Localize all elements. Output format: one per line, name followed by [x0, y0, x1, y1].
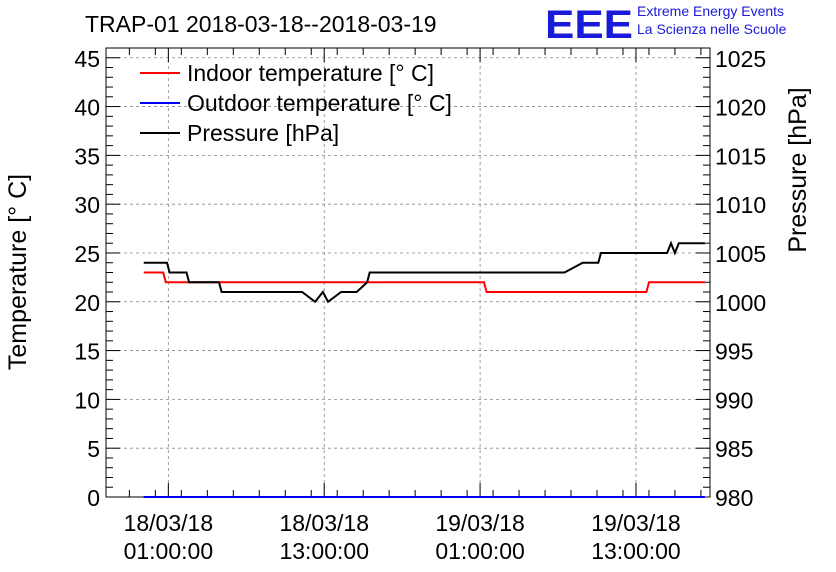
y2-tick-label: 1020 — [715, 95, 766, 121]
y-tick-label: 35 — [74, 143, 100, 169]
y-tick-label: 5 — [87, 436, 100, 462]
y2-tick-label: 1015 — [715, 143, 766, 169]
y-tick-label: 25 — [74, 241, 100, 267]
y2-tick-label: 995 — [715, 339, 753, 365]
legend-label: Indoor temperature [° C] — [187, 60, 434, 86]
eee-logo-letters: EEE — [545, 3, 633, 42]
y-tick-label: 45 — [74, 46, 100, 72]
logo-caption: Extreme Energy Events La Scienza nelle S… — [637, 2, 786, 38]
logo-line-1: Extreme Energy Events — [637, 3, 785, 19]
series-line-0 — [143, 271, 705, 293]
legend-label: Pressure [hPa] — [187, 120, 339, 146]
y-axis-label: Temperature [° C] — [4, 174, 32, 370]
x-tick-label-time: 01:00:00 — [124, 538, 214, 564]
y-tick-label: 15 — [74, 339, 100, 365]
series-lines — [143, 240, 705, 498]
y-tick-label: 30 — [74, 192, 100, 218]
x-tick-label-date: 19/03/18 — [435, 510, 525, 536]
y2-tick-label: 1025 — [715, 46, 766, 72]
y2-tick-label: 1010 — [715, 192, 766, 218]
grid-horizontal — [106, 57, 710, 449]
axis-ticks — [106, 48, 710, 498]
x-tick-label-time: 13:00:00 — [591, 538, 681, 564]
x-tick-label-date: 19/03/18 — [591, 510, 681, 536]
y-tick-label: 40 — [74, 95, 100, 121]
legend: Indoor temperature [° C] Outdoor temperat… — [140, 60, 452, 146]
x-tick-label-date: 18/03/18 — [124, 510, 214, 536]
x-tick-label-date: 18/03/18 — [279, 510, 369, 536]
x-tick-label-time: 13:00:00 — [279, 538, 369, 564]
x-tick-label-time: 01:00:00 — [435, 538, 525, 564]
eee-logo: EEE — [545, 3, 633, 42]
y2-tick-label: 980 — [715, 485, 753, 511]
y2-tick-label: 985 — [715, 436, 753, 462]
series-line-2 — [143, 240, 705, 304]
y2-tick-label: 990 — [715, 387, 753, 413]
x-axis-tick-labels: 18/03/1801:00:0018/03/1813:00:0019/03/18… — [124, 510, 681, 564]
logo-line-2: La Scienza nelle Scuole — [637, 21, 787, 37]
y2-axis-tick-labels: 980 985 990 995 1000 1005 1010 1015 1020 1025 — [715, 46, 766, 511]
y-tick-label: 10 — [74, 387, 100, 413]
y2-tick-label: 1005 — [715, 241, 766, 267]
legend-label: Outdoor temperature [° C] — [187, 90, 452, 116]
chart-title: TRAP-01 2018-03-18--2018-03-19 — [85, 11, 437, 37]
y-axis-tick-labels: 0 5 10 15 20 25 30 35 40 45 — [74, 46, 100, 511]
y2-tick-label: 1000 — [715, 290, 766, 316]
y-tick-label: 20 — [74, 290, 100, 316]
y-tick-label: 0 — [87, 485, 100, 511]
y2-axis-label: Pressure [hPa] — [784, 87, 812, 252]
